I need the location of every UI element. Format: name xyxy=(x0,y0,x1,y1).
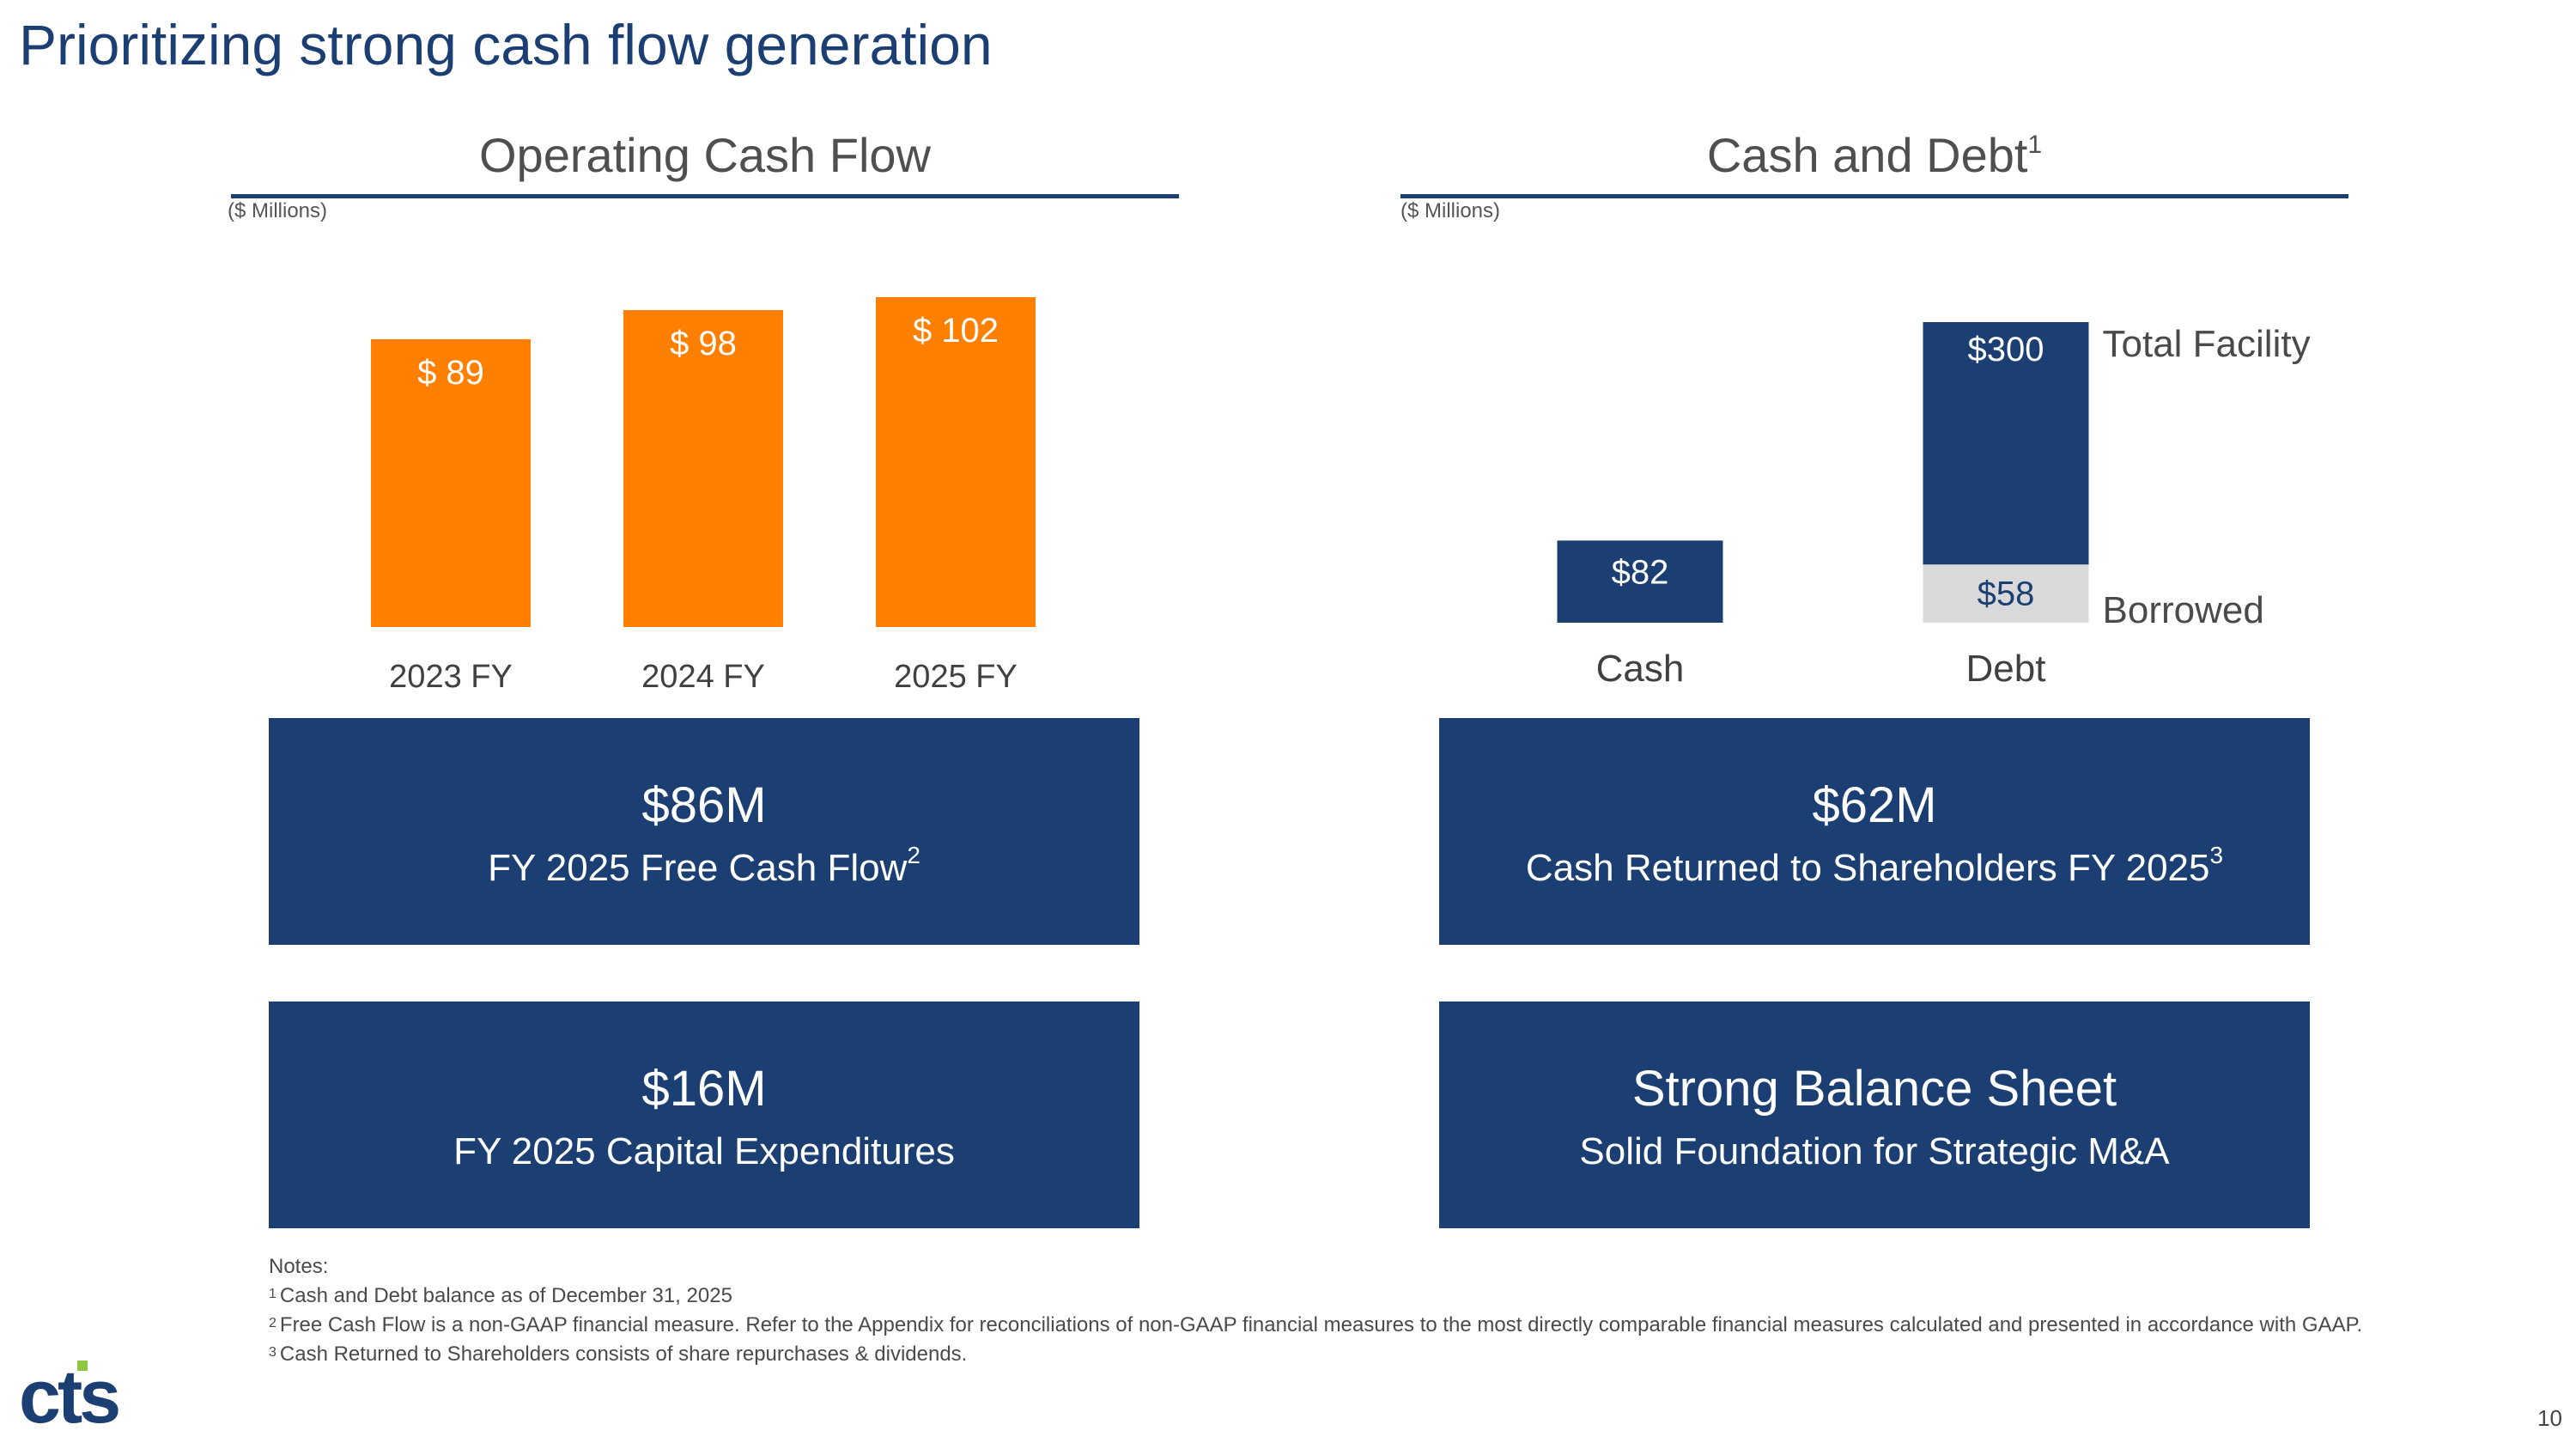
cash-data-label: $82 xyxy=(1612,553,1669,591)
charts-canvas: $ 89 2023 FY $ 98 2024 FY $ 102 2025 FY $82 $30… xyxy=(371,297,2311,695)
cash-returned-caption: Cash Returned to Shareholders FY 20253 xyxy=(1439,842,2310,890)
borrowed-annotation: Borrowed xyxy=(2103,589,2264,631)
page-number: 10 xyxy=(2537,1405,2562,1431)
operating-cash-flow-heading-text: Operating Cash Flow xyxy=(478,128,931,182)
balance-sheet-box: Strong Balance Sheet Solid Foundation fo… xyxy=(1439,1002,2310,1228)
free-cash-flow-footnote-ref: 2 xyxy=(907,842,920,868)
balance-sheet-title: Strong Balance Sheet xyxy=(1631,1061,2117,1117)
footnote-3-text: Cash Returned to Shareholders consists o… xyxy=(279,1342,968,1366)
footnote-2-text: Free Cash Flow is a non-GAAP financial m… xyxy=(279,1313,2363,1336)
footnote-1-text: Cash and Debt balance as of December 31,… xyxy=(279,1284,732,1307)
balance-sheet-caption: Solid Foundation for Strategic M&A xyxy=(1579,1130,2170,1172)
right-unit-label: ($ Millions) xyxy=(1400,199,1501,222)
page-title: Prioritizing strong cash flow generation xyxy=(19,13,993,76)
debt-borrowed-data-label: $58 xyxy=(1978,575,2035,612)
footnote-2: 2 Free Cash Flow is a non-GAAP financial … xyxy=(269,1311,2362,1340)
cash-returned-box: $62M Cash Returned to Shareholders FY 20… xyxy=(1439,718,2310,945)
logo-accent-square xyxy=(77,1361,88,1371)
operating-cash-flow-heading: Operating Cash Flow xyxy=(231,127,1179,198)
footnote-1-marker: 1 xyxy=(269,1287,276,1301)
footnote-3-marker: 3 xyxy=(269,1345,276,1360)
cash-and-debt-heading: Cash and Debt1 xyxy=(1400,127,2348,198)
debt-tick-label: Debt xyxy=(1966,648,2046,690)
ocf-bar-2025-fy xyxy=(876,297,1036,627)
footnote-1: 1 Cash and Debt balance as of December 31… xyxy=(269,1282,2362,1311)
cash-returned-caption-text: Cash Returned to Shareholders FY 2025 xyxy=(1525,847,2210,889)
notes-heading: Notes: xyxy=(269,1255,329,1278)
footnote-3: 3 Cash Returned to Shareholders consists … xyxy=(269,1340,2362,1369)
free-cash-flow-caption-text: FY 2025 Free Cash Flow xyxy=(488,847,908,889)
cash-and-debt-footnote-ref: 1 xyxy=(2027,131,2043,159)
free-cash-flow-caption: FY 2025 Free Cash Flow2 xyxy=(269,842,1139,890)
total-facility-annotation: Total Facility xyxy=(2103,323,2311,365)
capex-caption: FY 2025 Capital Expenditures xyxy=(453,1130,955,1172)
debt-borrowed-bar xyxy=(1923,564,2089,623)
ocf-tick-label: 2024 FY xyxy=(641,659,765,695)
cash-bar xyxy=(1557,540,1723,623)
ocf-data-label: $ 102 xyxy=(913,312,999,350)
cts-logo-icon: cts xyxy=(19,1355,122,1433)
ocf-data-label: $ 98 xyxy=(670,325,737,362)
free-cash-flow-box: $86M FY 2025 Free Cash Flow2 xyxy=(269,718,1139,945)
debt-total-facility-bar xyxy=(1923,322,2089,565)
cash-tick-label: Cash xyxy=(1596,648,1685,690)
ocf-data-label: $ 89 xyxy=(417,354,484,392)
ocf-tick-label: 2023 FY xyxy=(389,659,513,695)
cash-and-debt-heading-text: Cash and Debt xyxy=(1706,128,2028,182)
ocf-bar-2023-fy xyxy=(371,338,531,627)
footnote-2-marker: 2 xyxy=(269,1316,276,1330)
logo-wordmark: cts xyxy=(19,1355,118,1433)
cash-returned-footnote-ref: 3 xyxy=(2209,842,2224,868)
free-cash-flow-value: $86M xyxy=(641,777,767,833)
cash-returned-value: $62M xyxy=(1812,777,1937,833)
debt-total-data-label: $300 xyxy=(1968,331,2044,368)
capex-value: $16M xyxy=(641,1061,767,1117)
ocf-bar-2024-fy xyxy=(623,310,783,627)
footnotes: Notes: 1 Cash and Debt balance as of Dece… xyxy=(269,1252,2362,1369)
capex-box: $16M FY 2025 Capital Expenditures xyxy=(269,1002,1139,1228)
left-unit-label: ($ Millions) xyxy=(228,199,328,222)
ocf-tick-label: 2025 FY xyxy=(894,659,1018,695)
